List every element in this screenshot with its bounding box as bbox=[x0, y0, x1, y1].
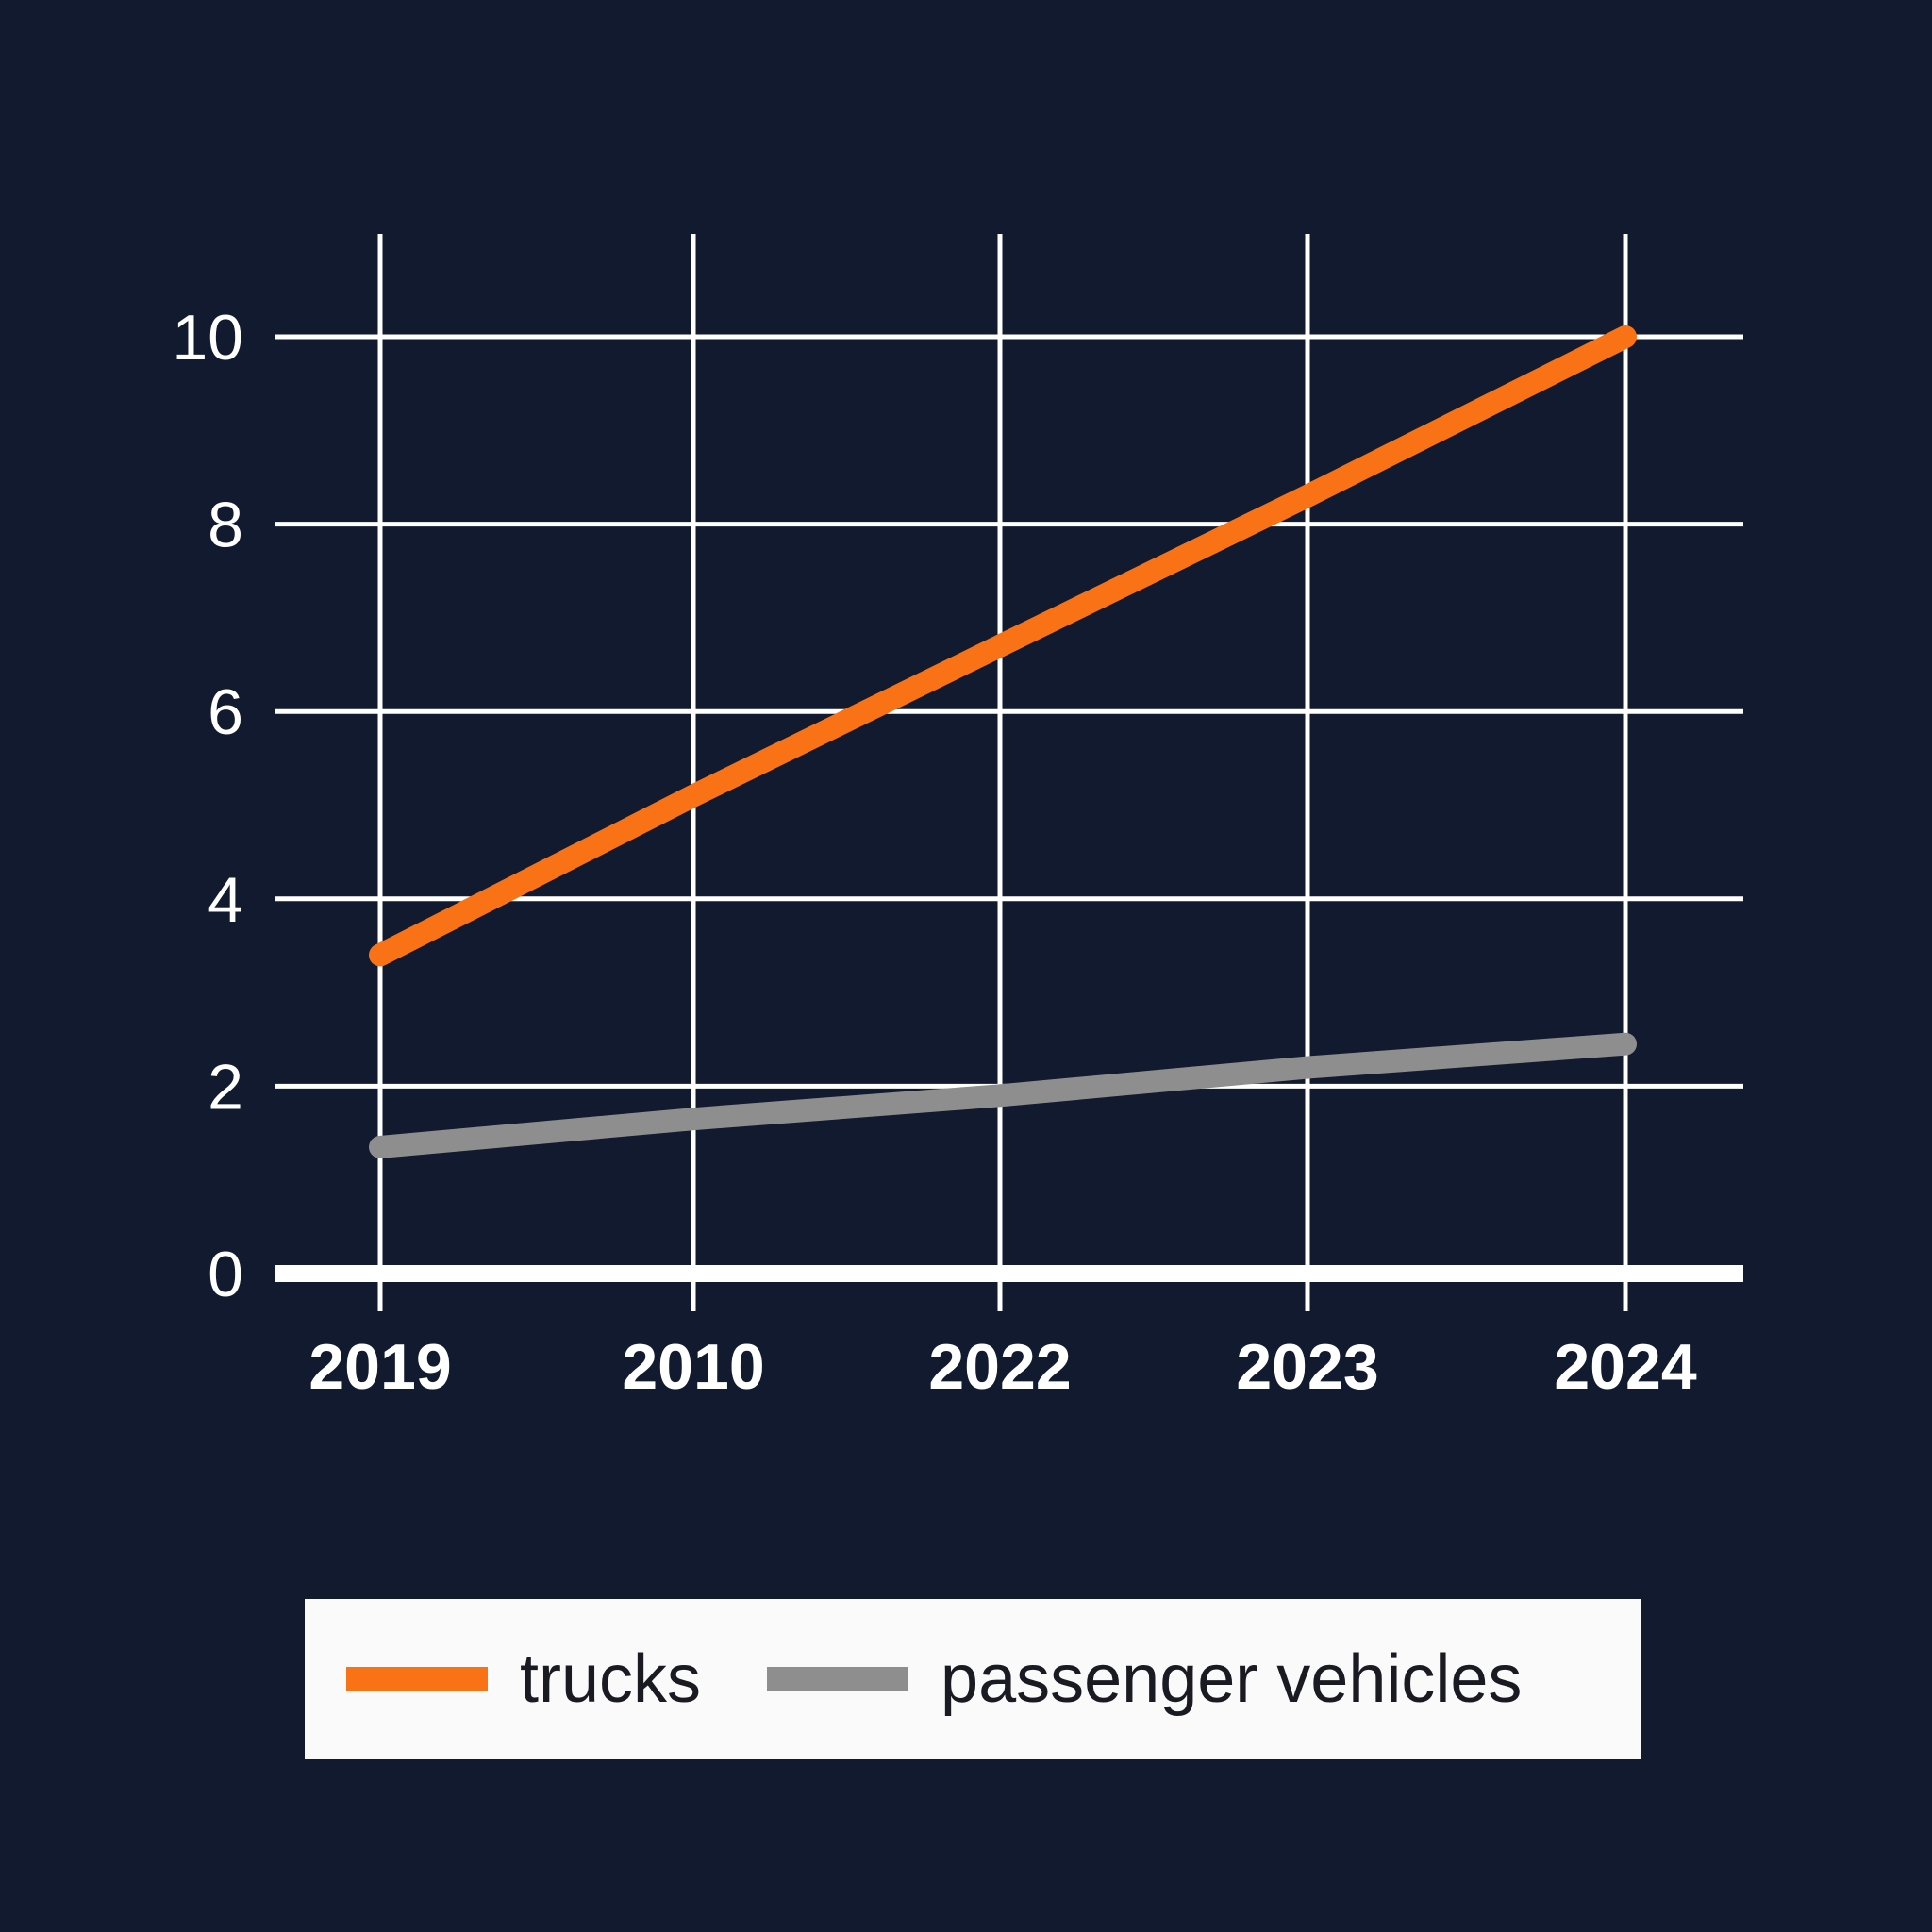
trucks-swatch-icon bbox=[346, 1667, 488, 1691]
x-tick-label: 2022 bbox=[928, 1331, 1071, 1403]
series-line-passenger-vehicles bbox=[369, 1032, 1637, 1158]
legend: trucks passenger vehicles bbox=[305, 1599, 1641, 1759]
x-tick-label: 2019 bbox=[308, 1331, 451, 1403]
x-tick-label: 2010 bbox=[622, 1331, 764, 1403]
y-tick-label: 10 bbox=[172, 302, 243, 374]
y-axis-ticks: 0 2 4 6 8 10 bbox=[172, 302, 243, 1310]
x-tick-label: 2023 bbox=[1236, 1331, 1378, 1403]
y-tick-label: 4 bbox=[208, 864, 243, 936]
y-tick-label: 2 bbox=[208, 1051, 243, 1123]
grid-lines bbox=[275, 234, 1743, 1311]
series-line-trucks bbox=[369, 325, 1637, 967]
passenger-swatch-icon bbox=[767, 1667, 909, 1691]
y-tick-label: 8 bbox=[208, 490, 243, 561]
x-axis-ticks: 2019 2010 2022 2023 2024 bbox=[308, 1331, 1696, 1403]
y-tick-label: 6 bbox=[208, 676, 243, 748]
legend-label-trucks: trucks bbox=[520, 1641, 702, 1717]
x-tick-label: 2024 bbox=[1554, 1331, 1696, 1403]
legend-item-trucks: trucks bbox=[346, 1641, 701, 1718]
legend-label-passenger-vehicles: passenger vehicles bbox=[941, 1641, 1523, 1717]
y-tick-label: 0 bbox=[208, 1239, 243, 1310]
series-lines bbox=[369, 325, 1637, 1158]
legend-item-passenger-vehicles: passenger vehicles bbox=[767, 1641, 1522, 1718]
